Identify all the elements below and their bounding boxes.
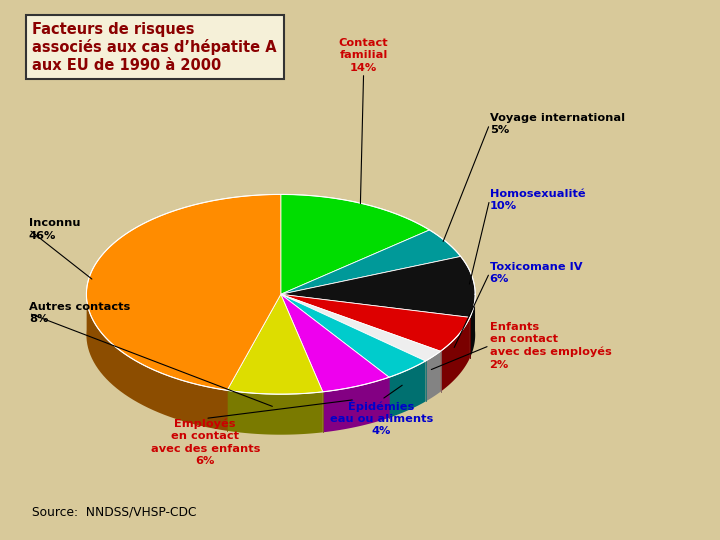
Text: Autres contacts
8%: Autres contacts 8% — [29, 302, 130, 325]
Text: Enfants
en contact
avec des employés
2%: Enfants en contact avec des employés 2% — [490, 322, 611, 369]
Text: Homosexualité
10%: Homosexualité 10% — [490, 188, 585, 211]
Polygon shape — [281, 294, 470, 351]
Polygon shape — [281, 294, 426, 377]
Polygon shape — [426, 351, 441, 402]
Polygon shape — [281, 256, 475, 318]
Polygon shape — [227, 390, 323, 435]
Text: Toxicomane IV
6%: Toxicomane IV 6% — [490, 261, 582, 284]
Text: Épidémies
eau ou aliments
4%: Épidémies eau ou aliments 4% — [330, 400, 433, 436]
Text: Inconnu
46%: Inconnu 46% — [29, 218, 81, 241]
Polygon shape — [323, 377, 389, 433]
Polygon shape — [470, 290, 475, 358]
Polygon shape — [281, 294, 441, 361]
Polygon shape — [227, 294, 323, 394]
Polygon shape — [281, 294, 389, 392]
Polygon shape — [281, 230, 461, 294]
Polygon shape — [281, 194, 430, 294]
Polygon shape — [441, 318, 470, 392]
Polygon shape — [86, 194, 281, 390]
Text: Employés
en contact
avec des enfants
6%: Employés en contact avec des enfants 6% — [150, 418, 260, 466]
Text: Facteurs de risques
associés aux cas d’hépatite A
aux EU de 1990 à 2000: Facteurs de risques associés aux cas d’h… — [32, 22, 277, 72]
Text: Voyage international
5%: Voyage international 5% — [490, 113, 625, 136]
Polygon shape — [389, 361, 426, 418]
Polygon shape — [86, 289, 227, 431]
Text: Contact
familial
14%: Contact familial 14% — [339, 38, 388, 73]
Text: Source:  NNDSS/VHSP-CDC: Source: NNDSS/VHSP-CDC — [32, 505, 197, 518]
